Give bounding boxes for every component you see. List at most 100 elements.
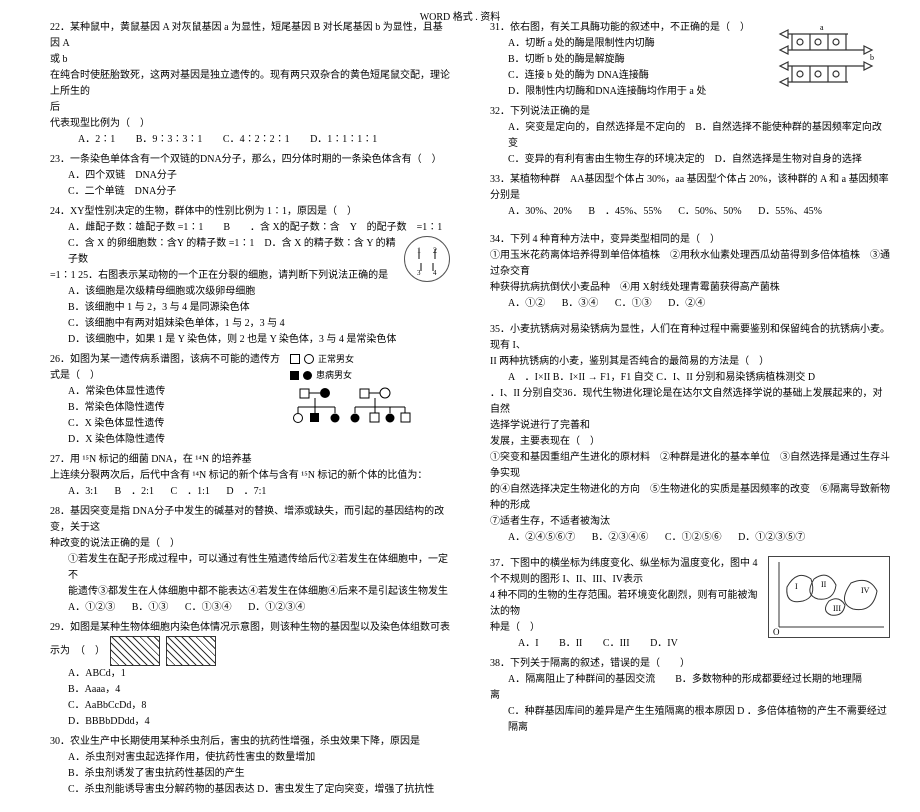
q32-ab: A．突变是定向的，自然选择是不定向的 B．自然选择不能使种群的基因频率定向改变 [490,120,890,152]
q29: 29．如图是某种生物体细胞内染色体情况示意图，则该种生物的基因型以及染色体组数可… [50,620,450,730]
q28-o1: ①若发生在配子形成过程中，可以通过有性生殖遗传给后代②若发生在体细胞中，一定不 [50,552,450,584]
q22-stem1: 22．某种鼠中，黄鼠基因 A 对灰鼠基因 a 为显性，短尾基因 B 对长尾基因 … [50,20,450,52]
q34-b: B．③④ [562,298,599,309]
svg-text:a: a [820,23,824,32]
q37-a: A．I [518,636,539,652]
q33-d: D．55%、45% [758,206,822,217]
q22-stem3: 在纯合时使胚胎致死，这两对基因是独立遗传的。现有两只双杂合的黄色短尾鼠交配，理论… [50,68,450,100]
q22-stem4: 后 [50,100,450,116]
q33-c: C．50%、50% [678,206,741,217]
q24: 24．XY型性别决定的生物，群体中的性别比例为 1∶1，原因是（ ） A．雌配子… [50,204,450,348]
q35-stem2: II 两种抗锈病的小麦，鉴别其是否纯合的最简易的方法是（ ） [490,354,890,370]
q32: 32．下列说法正确的是 A．突变是定向的，自然选择是不定向的 B．自然选择不能使… [490,104,890,168]
q28: 28．基因突变是指 DNA分子中发生的碱基对的替换、增添或缺失，而引起的基因结构… [50,504,450,616]
pedigree-svg [290,385,448,439]
q38-b: B．多数物种的形成都要经过长期的地理隔 [675,674,862,685]
q23-c: C．二个单链 DNA分子 [50,184,450,200]
q22-b: B．9∶3∶3∶1 [136,132,203,148]
q28-stem1: 28．基因突变是指 DNA分子中发生的碱基对的替换、增添或缺失，而引起的基因结构… [50,504,450,536]
q29-d: D．BBBbDDdd，4 [50,714,450,730]
q36-b: B．②③④⑥ [592,532,649,543]
q28-o2: 能遗传③都发生在人体细胞中都不能表达④若发生在体细胞④后来不是引起该生物发生 [50,584,450,600]
svg-text:b: b [870,53,874,62]
square-fill-icon [290,371,299,380]
q30-cd: C．杀虫剂能诱导害虫分解药物的基因表达 D．害虫发生了定向突变，增强了抗抗性 [50,782,450,798]
q32-stem: 32．下列说法正确的是 [490,104,890,120]
q30-stem: 30．农业生产中长期使用某种杀虫剂后，害虫的抗药性增强，杀虫效果下降，原因是 [50,734,450,750]
q38-a: A．隔离阻止了种群间的基因交流 [508,674,655,685]
chromosome-diagram-icon [110,636,160,666]
q35-d3: 发展，主要表现在（ ） [490,434,890,450]
q27-b: B ．2:1 [115,486,154,497]
q36-c: C．①②⑤⑥ [665,532,722,543]
q33: 33．某植物种群 AA基因型个体占 30%，aa 基因型个体占 20%，该种群的… [490,172,890,220]
left-column: 22．某种鼠中，黄鼠基因 A 对灰鼠基因 a 为显性，短尾基因 B 对长尾基因 … [50,20,450,802]
q35-o2: 的④自然选择决定生物进化的方向 ⑤生物进化的实质是基因频率的改变 ⑥隔离导致新物… [490,482,890,514]
pedigree-figure: 正常男女 患病男女 [290,352,450,445]
q29-a: A．ABCd，1 [50,666,450,682]
legend2: 患病男女 [316,368,352,382]
q22-c: C．4∶2∶2∶1 [223,132,290,148]
q35-a: A ．I×II B．I×II → F1，F1 自交 C．I、II 分别和易染锈病… [490,370,890,386]
q33-b: B ．45%、55% [588,206,661,217]
q28-stem2: 种改变的说法正确的是（ ） [50,536,450,552]
q34-d: D．②④ [668,298,705,309]
q27-options: A．3:1 B ．2:1 C ．1:1 D ．7:1 [50,484,450,500]
q27: 27．用 ¹⁵N 标记的细菌 DNA，在 ¹⁴N 的培养基 上连续分裂两次后，后… [50,452,450,500]
circle-open-icon [304,354,314,364]
q38-stem: 38．下列关于隔离的叙述，错误的是（ ） [490,656,890,672]
q35-stem1: 35．小麦抗锈病对易染锈病为显性，人们在育种过程中需要鉴别和保留纯合的抗锈病小麦… [490,322,890,354]
q25-a: A．该细胞是次级精母细胞或次级卵母细胞 [50,284,450,300]
q28-d: D．①②③④ [248,602,305,613]
q38-b2: 离 [490,688,890,704]
q27-stem2: 上连续分裂两次后，后代中含有 ¹⁴N 标记的新个体与含有 ¹⁵N 标记的新个体的… [50,468,450,484]
q33-a: A．30%、20% [508,206,572,217]
q22: 22．某种鼠中，黄鼠基因 A 对灰鼠基因 a 为显性，短尾基因 B 对长尾基因 … [50,20,450,148]
q23: 23．一条染色单体含有一个双链的DNA分子，那么，四分体时期的一条染色体含有（ … [50,152,450,200]
pedigree-legend: 正常男女 患病男女 [290,352,450,383]
q27-a: A．3:1 [68,486,98,497]
q34-o2: 种获得抗病抗倒伏小麦品种 ④用 X射线处理青霉菌获得高产菌株 [490,280,890,296]
q27-c: C ．1:1 [170,486,209,497]
q22-stem2: 或 b [50,52,450,68]
q35-d2: 选择学说进行了完善和 [490,418,890,434]
svg-text:II: II [821,580,827,589]
q25-c: C．该细胞中有两对姐妹染色单体，1 与 2，3 与 4 [50,316,450,332]
q36-options: A．②④⑤⑥⑦ B．②③④⑥ C．①②⑤⑥ D．①②③⑤⑦ [490,530,890,546]
q22-stem5: 代表现型比例为（ ） [50,116,450,132]
svg-text:I: I [795,582,798,591]
q28-c: C．①③④ [185,602,232,613]
q38: 38．下列关于隔离的叙述，错误的是（ ） A．隔离阻止了种群间的基因交流 B．多… [490,656,890,736]
q31: ab 31．依右图，有关工具酶功能的叙述中，不正确的是（ ） A．切断 a 处的… [490,20,890,100]
q38-cd: C．种群基因库间的差异是产生生殖隔离的根本原因 D ．多倍体植物的产生不需要经过… [490,704,890,736]
q35-d: ．I、II 分别自交36．现代生物进化理论是在达尔文自然选择学说的基础上发展起来… [490,386,890,418]
q25-b: B．该细胞中 1 与 2，3 与 4 是同源染色体 [50,300,450,316]
q35-o3: ⑦适者生存，不适者被淘汰 [490,514,890,530]
q22-options: A．2∶1 B．9∶3∶3∶1 C．4∶2∶2∶1 D．1∶1∶1∶1 [50,132,450,148]
svg-text:IV: IV [861,586,870,595]
q24-a: A．雌配子数∶雄配子数 =1∶1 B ．含 X的配子数∶含 Y 的配子数 =1∶… [50,220,450,236]
q30-b: B．杀虫剂诱发了害虫抗药性基因的产生 [50,766,450,782]
page-body: 22．某种鼠中，黄鼠基因 A 对灰鼠基因 a 为显性，短尾基因 B 对长尾基因 … [0,0,920,812]
svg-text:O: O [773,627,780,637]
q22-a: A．2∶1 [78,132,115,148]
q35-o1: ①突变和基因重组产生进化的原材料 ②种群是进化的基本单位 ③自然选择是通过生存斗… [490,450,890,482]
svg-text:3: 3 [417,269,421,277]
q24-c: C．含 X 的卵细胞数∶含Y 的精子数 =1∶1 D．含 X 的精子数∶含 Y … [50,236,450,268]
q29-c: C．AaBbCcDd，8 [50,698,450,714]
legend1: 正常男女 [318,352,354,366]
q34-stem: 34．下列 4 种育种方法中，变异类型相同的是（ ） [490,232,890,248]
q36-a: A．②④⑤⑥⑦ [508,532,575,543]
q25-d: D．该细胞中，如果 1 是 Y 染色体，则 2 也是 Y 染色体，3 与 4 是… [50,332,450,348]
q30-a: A．杀虫剂对害虫起选择作用，使抗药性害虫的数量增加 [50,750,450,766]
q23-stem: 23．一条染色单体含有一个双链的DNA分子，那么，四分体时期的一条染色体含有（ … [50,152,450,168]
q25-stem: =1∶1 25．右图表示某动物的一个正在分裂的细胞，请判断下列说法正确的是 [50,268,450,284]
q34: 34．下列 4 种育种方法中，变异类型相同的是（ ） ①用玉米花药离体培养得到单… [490,232,890,312]
q22-d: D．1∶1∶1∶1 [310,132,377,148]
q30: 30．农业生产中长期使用某种杀虫剂后，害虫的抗药性增强，杀虫效果下降，原因是 A… [50,734,450,798]
q28-b: B．①③ [132,602,169,613]
circle-fill-icon [303,371,312,380]
svg-text:4: 4 [433,269,437,277]
q34-a: A．①② [508,298,545,309]
q33-options: A．30%、20% B ．45%、55% C．50%、50% D．55%、45% [490,204,890,220]
